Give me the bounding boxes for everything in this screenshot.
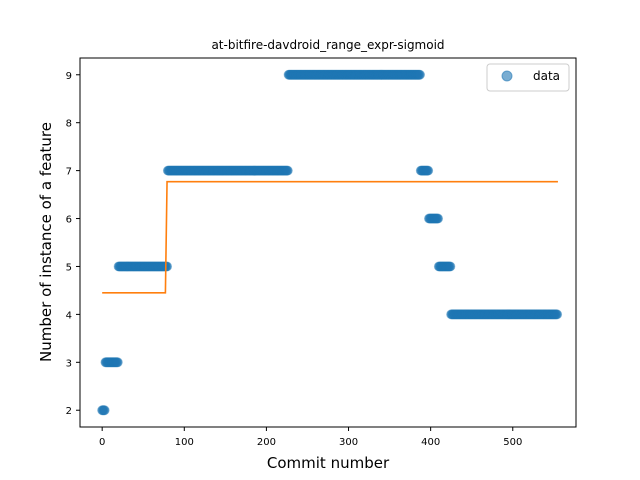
chart-title: at-bitfire-davdroid_range_expr-sigmoid (211, 38, 444, 52)
y-tick-label: 7 (66, 167, 72, 178)
fit-line (102, 180, 558, 294)
y-axis: 2 3 4 5 6 7 8 9 (66, 71, 80, 417)
x-tick-label: 0 (99, 437, 105, 448)
x-axis-label: Commit number (267, 454, 390, 472)
x-tick-label: 100 (175, 437, 194, 448)
data-point (99, 405, 110, 416)
legend-marker-data (501, 70, 513, 82)
data-point (282, 165, 293, 176)
y-tick-label: 4 (66, 310, 72, 321)
data-point (552, 309, 563, 320)
plot-points (97, 69, 563, 416)
x-tick-label: 400 (421, 437, 440, 448)
data-point (162, 261, 173, 272)
y-tick-label: 8 (66, 119, 72, 130)
x-tick-label: 500 (503, 437, 522, 448)
data-point (445, 261, 456, 272)
y-tick-label: 5 (66, 262, 72, 273)
x-axis: 0 100 200 300 400 500 (99, 427, 522, 448)
data-point (433, 213, 444, 224)
data-point (112, 357, 123, 368)
x-tick-label: 200 (257, 437, 276, 448)
y-tick-label: 2 (66, 406, 72, 417)
y-tick-label: 9 (66, 71, 72, 82)
x-tick-label: 300 (339, 437, 358, 448)
data-point (414, 69, 425, 80)
data-point (423, 165, 434, 176)
legend-label-data: data (533, 69, 560, 83)
y-axis-label: Number of instance of a feature (37, 122, 55, 362)
y-tick-label: 6 (66, 215, 72, 226)
plot-lines (102, 180, 558, 294)
plot-frame (79, 57, 577, 428)
legend: data (486, 63, 570, 92)
y-tick-label: 3 (66, 358, 72, 369)
